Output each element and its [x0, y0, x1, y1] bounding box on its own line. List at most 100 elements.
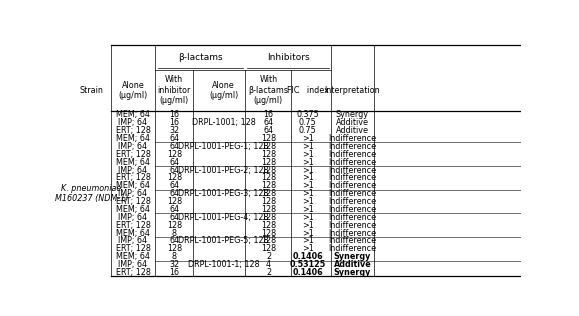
Text: Indifference: Indifference — [328, 228, 376, 238]
Text: ERT; 128: ERT; 128 — [116, 197, 151, 206]
Text: IMP; 64: IMP; 64 — [119, 213, 148, 222]
Text: 128: 128 — [167, 173, 182, 182]
Text: Additive: Additive — [334, 260, 371, 269]
Text: 64: 64 — [169, 205, 179, 214]
Text: >1: >1 — [302, 244, 313, 253]
Text: IMP; 64: IMP; 64 — [119, 260, 148, 269]
Text: Synergy: Synergy — [334, 252, 371, 261]
Text: 128: 128 — [261, 221, 276, 230]
Text: Indifference: Indifference — [328, 181, 376, 190]
Text: >1: >1 — [302, 221, 313, 230]
Text: 128: 128 — [261, 134, 276, 143]
Text: Synergy: Synergy — [334, 268, 371, 277]
Text: >1: >1 — [302, 213, 313, 222]
Text: Additive: Additive — [336, 126, 369, 135]
Text: Strain: Strain — [79, 86, 103, 95]
Text: With
inhibitor
(μg/ml): With inhibitor (μg/ml) — [157, 75, 191, 105]
Text: >1: >1 — [302, 205, 313, 214]
Text: 0.53125: 0.53125 — [290, 260, 325, 269]
Text: Indifference: Indifference — [328, 205, 376, 214]
Text: Indifference: Indifference — [328, 197, 376, 206]
Text: IMP; 64: IMP; 64 — [119, 118, 148, 127]
Text: 128: 128 — [167, 244, 182, 253]
Text: DRPL-1001-PEG-2; 128: DRPL-1001-PEG-2; 128 — [178, 166, 269, 174]
Text: 2: 2 — [266, 252, 271, 261]
Text: 0.1406: 0.1406 — [292, 252, 323, 261]
Text: Indifference: Indifference — [328, 158, 376, 167]
Text: 64: 64 — [169, 181, 179, 190]
Text: 16: 16 — [169, 110, 179, 119]
Text: >1: >1 — [302, 236, 313, 246]
Text: With
β-lactams
(μg/ml): With β-lactams (μg/ml) — [248, 75, 288, 105]
Text: 128: 128 — [261, 166, 276, 174]
Text: ERT; 128: ERT; 128 — [116, 126, 151, 135]
Text: Indifference: Indifference — [328, 213, 376, 222]
Text: Indifference: Indifference — [328, 150, 376, 159]
Text: Additive: Additive — [336, 118, 369, 127]
Text: >1: >1 — [302, 158, 313, 167]
Text: DRPL-1001-PEG-4; 128: DRPL-1001-PEG-4; 128 — [178, 213, 269, 222]
Text: 2: 2 — [266, 268, 271, 277]
Text: Alone
(μg/ml): Alone (μg/ml) — [118, 81, 148, 100]
Text: Indifference: Indifference — [328, 189, 376, 198]
Text: DRPL-1001-PEG-1; 128: DRPL-1001-PEG-1; 128 — [178, 142, 269, 151]
Text: >1: >1 — [302, 189, 313, 198]
Text: MEM; 64: MEM; 64 — [116, 252, 150, 261]
Text: MEM; 64: MEM; 64 — [116, 134, 150, 143]
Text: 128: 128 — [261, 197, 276, 206]
Text: 128: 128 — [167, 221, 182, 230]
Text: DRPL-1001-PEG-5; 128: DRPL-1001-PEG-5; 128 — [178, 236, 269, 246]
Text: DRPL-1001-1; 128: DRPL-1001-1; 128 — [188, 260, 259, 269]
Text: >1: >1 — [302, 228, 313, 238]
Text: DRPL-1001; 128: DRPL-1001; 128 — [192, 118, 255, 127]
Text: 128: 128 — [261, 158, 276, 167]
Text: FIC   index: FIC index — [287, 86, 328, 95]
Text: 16: 16 — [169, 118, 179, 127]
Text: MEM; 64: MEM; 64 — [116, 205, 150, 214]
Text: 0.75: 0.75 — [299, 118, 316, 127]
Text: 128: 128 — [261, 142, 276, 151]
Text: 0.1406: 0.1406 — [292, 268, 323, 277]
Text: IMP; 64: IMP; 64 — [119, 142, 148, 151]
Text: 64: 64 — [263, 118, 273, 127]
Text: K. pneumoniae
M160237 (NDM-1): K. pneumoniae M160237 (NDM-1) — [54, 184, 128, 203]
Text: 64: 64 — [263, 126, 273, 135]
Text: 32: 32 — [169, 260, 179, 269]
Text: 64: 64 — [169, 142, 179, 151]
Text: 64: 64 — [169, 158, 179, 167]
Text: >1: >1 — [302, 181, 313, 190]
Text: Inhibitors: Inhibitors — [267, 53, 309, 62]
Text: Indifference: Indifference — [328, 221, 376, 230]
Text: ERT; 128: ERT; 128 — [116, 244, 151, 253]
Text: >1: >1 — [302, 150, 313, 159]
Text: ERT; 128: ERT; 128 — [116, 173, 151, 182]
Text: ERT; 128: ERT; 128 — [116, 268, 151, 277]
Text: 64: 64 — [169, 213, 179, 222]
Text: IMP; 64: IMP; 64 — [119, 189, 148, 198]
Text: DRPL-1001-PEG-3; 128: DRPL-1001-PEG-3; 128 — [178, 189, 269, 198]
Text: IMP; 64: IMP; 64 — [119, 236, 148, 246]
Text: Indifference: Indifference — [328, 166, 376, 174]
Text: 64: 64 — [169, 189, 179, 198]
Text: MEM; 64: MEM; 64 — [116, 181, 150, 190]
Text: Indifference: Indifference — [328, 134, 376, 143]
Text: >1: >1 — [302, 197, 313, 206]
Text: 4: 4 — [266, 260, 271, 269]
Text: 0.75: 0.75 — [299, 126, 316, 135]
Text: >1: >1 — [302, 166, 313, 174]
Text: MEM; 64: MEM; 64 — [116, 110, 150, 119]
Text: 64: 64 — [169, 134, 179, 143]
Text: 128: 128 — [261, 236, 276, 246]
Text: 8: 8 — [172, 252, 177, 261]
Text: 128: 128 — [261, 173, 276, 182]
Text: β-lactams: β-lactams — [178, 53, 222, 62]
Text: 128: 128 — [261, 213, 276, 222]
Text: IMP; 64: IMP; 64 — [119, 166, 148, 174]
Text: Alone
(μg/ml): Alone (μg/ml) — [209, 81, 238, 100]
Text: 128: 128 — [167, 197, 182, 206]
Text: Indifference: Indifference — [328, 236, 376, 246]
Text: 128: 128 — [167, 150, 182, 159]
Text: 128: 128 — [261, 189, 276, 198]
Text: >1: >1 — [302, 173, 313, 182]
Text: 128: 128 — [261, 205, 276, 214]
